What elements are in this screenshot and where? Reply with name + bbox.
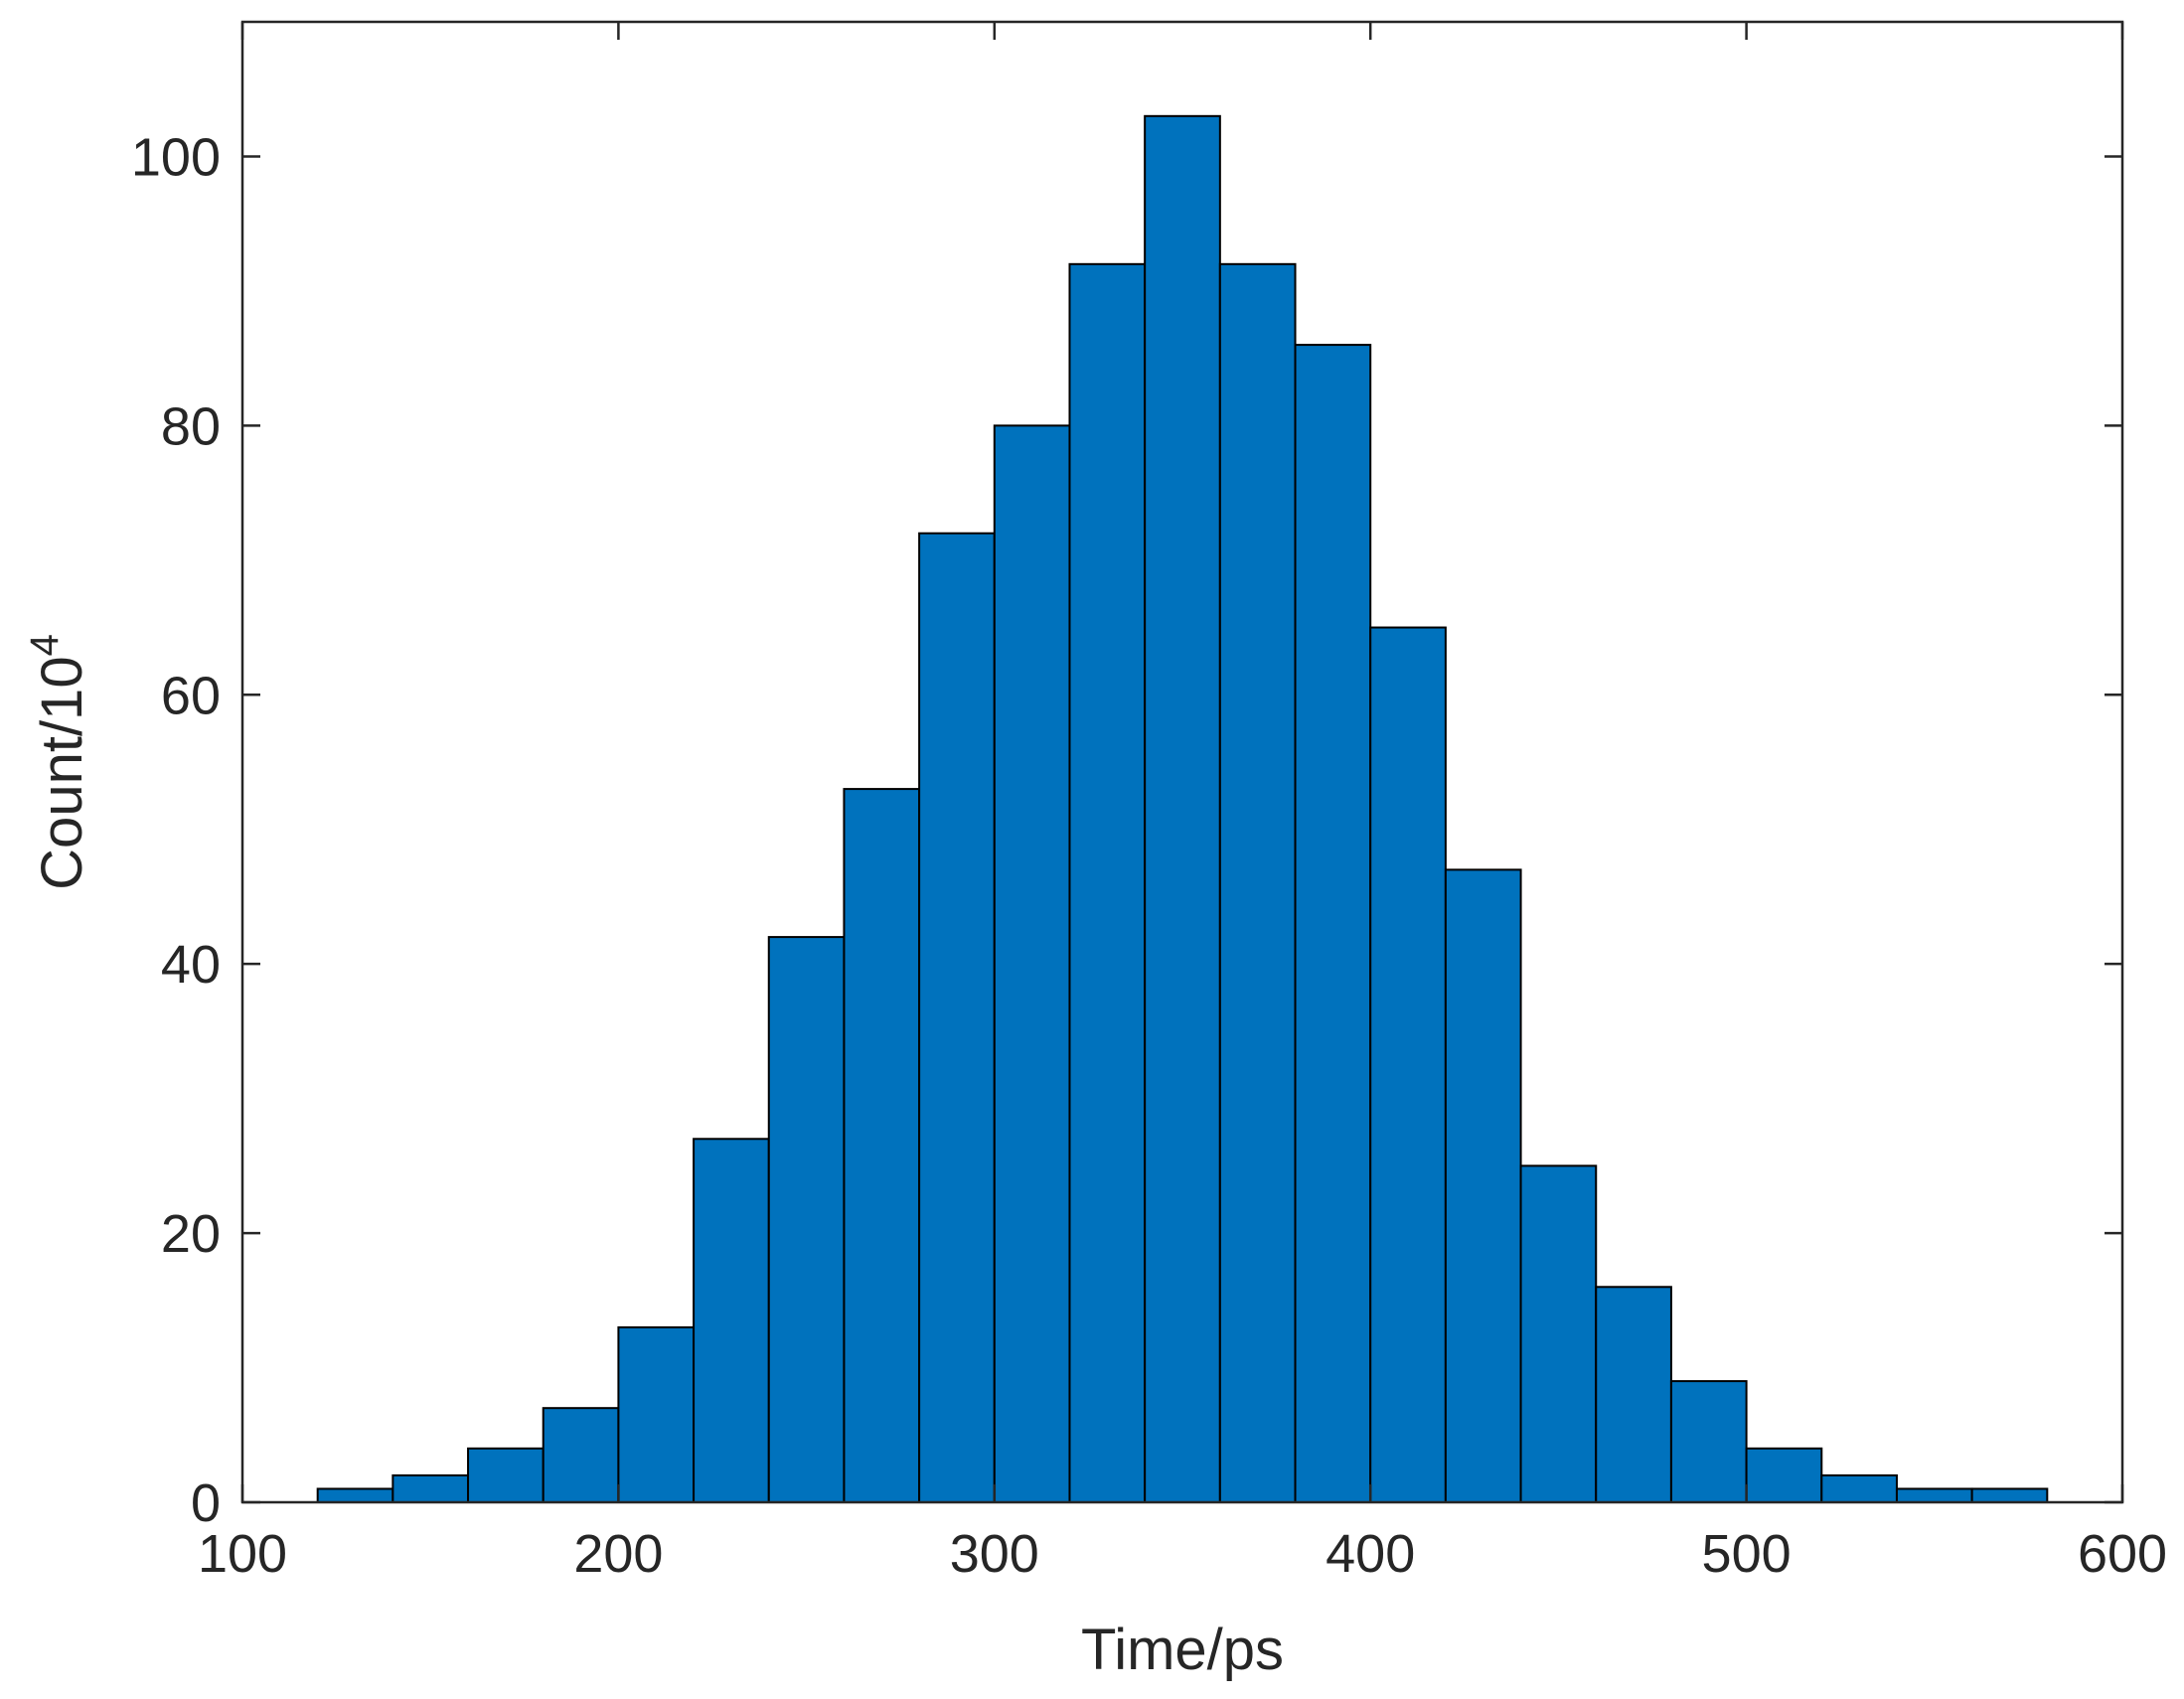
histogram-bar bbox=[767, 936, 846, 1503]
bars-layer bbox=[316, 114, 2049, 1504]
histogram-bar bbox=[1369, 626, 1447, 1503]
histogram-bar bbox=[1745, 1447, 1823, 1504]
histogram-bar bbox=[1595, 1286, 1672, 1503]
histogram-bar bbox=[391, 1473, 470, 1503]
x-tick-label: 400 bbox=[1326, 1524, 1415, 1584]
histogram-bar bbox=[993, 424, 1071, 1503]
y-axis-label-exponent: 4 bbox=[23, 634, 67, 656]
histogram-bar bbox=[542, 1407, 620, 1503]
histogram-bar bbox=[1820, 1473, 1898, 1503]
ticks-layer: 100 200 300 400 500 600 0 20 40 60 80 100 bbox=[131, 22, 2167, 1584]
histogram-bar bbox=[843, 788, 921, 1503]
x-tick-label: 100 bbox=[198, 1524, 287, 1584]
y-tick-label: 20 bbox=[161, 1204, 221, 1264]
axes-box bbox=[240, 20, 2124, 1504]
x-tick-label: 300 bbox=[950, 1524, 1039, 1584]
x-tick-label: 500 bbox=[1702, 1524, 1792, 1584]
y-tick-label: 60 bbox=[161, 666, 221, 725]
histogram-bar bbox=[1970, 1487, 2049, 1504]
histogram-bar bbox=[1294, 344, 1372, 1503]
y-tick-label: 0 bbox=[191, 1473, 221, 1533]
histogram-bar bbox=[1218, 262, 1297, 1503]
histogram-bar bbox=[467, 1447, 545, 1504]
x-tick-label: 600 bbox=[2078, 1524, 2167, 1584]
y-tick-label: 40 bbox=[161, 935, 221, 995]
x-tick-label: 200 bbox=[573, 1524, 663, 1584]
histogram-bar bbox=[1068, 262, 1147, 1503]
y-axis-label-base: Count/10 bbox=[30, 656, 94, 889]
histogram-bar bbox=[316, 1487, 394, 1504]
histogram-bar bbox=[1444, 868, 1522, 1503]
histogram-bar bbox=[918, 532, 996, 1503]
histogram-bar bbox=[693, 1138, 770, 1503]
histogram-bar bbox=[1144, 114, 1221, 1503]
histogram-bar bbox=[1519, 1164, 1598, 1503]
histogram-bar bbox=[617, 1325, 696, 1503]
y-axis-label: Count/104 bbox=[23, 634, 94, 890]
y-tick-label: 80 bbox=[161, 396, 221, 456]
histogram-bar bbox=[1895, 1487, 1973, 1504]
y-tick-label: 100 bbox=[131, 127, 221, 187]
x-axis-label: Time/ps bbox=[1081, 1618, 1284, 1682]
histogram-bar bbox=[1669, 1380, 1748, 1504]
